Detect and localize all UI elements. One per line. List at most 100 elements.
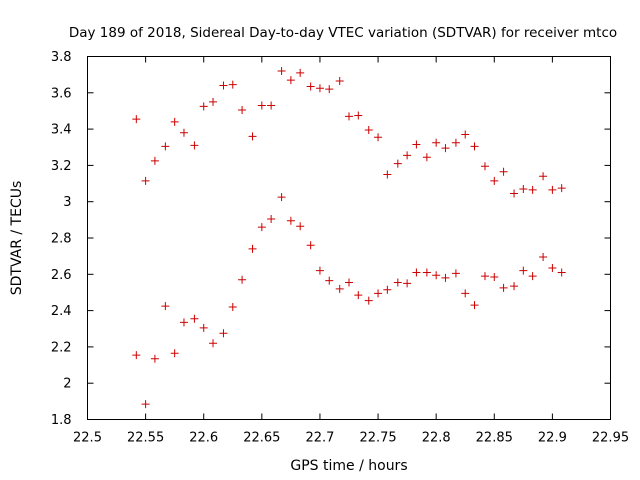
data-point <box>267 101 276 110</box>
data-point <box>393 278 402 287</box>
data-point <box>257 101 266 110</box>
data-point <box>219 81 228 90</box>
data-point <box>345 112 353 121</box>
data-point <box>277 67 286 76</box>
data-point <box>248 132 257 141</box>
data-point <box>499 167 508 176</box>
data-point <box>199 102 208 111</box>
data-point <box>364 126 373 135</box>
data-point <box>441 273 450 282</box>
x-tick-label: 22.6 <box>189 431 218 446</box>
data-point <box>219 329 228 338</box>
data-point <box>335 77 344 86</box>
y-tick-label: 1.8 <box>51 413 72 428</box>
y-tick-label: 3.2 <box>51 159 72 174</box>
data-point <box>499 283 508 292</box>
data-point <box>441 144 450 153</box>
data-point <box>296 222 305 231</box>
y-tick-label: 2 <box>63 377 71 392</box>
data-point <box>248 244 257 253</box>
data-point <box>354 291 363 300</box>
data-point <box>132 351 141 360</box>
data-point <box>325 276 334 285</box>
y-tick-label: 3.4 <box>51 123 72 138</box>
data-point <box>179 318 188 327</box>
data-point <box>277 193 286 202</box>
data-point <box>132 115 141 124</box>
data-point <box>199 323 208 332</box>
y-tick-label: 2.4 <box>51 304 72 319</box>
data-point <box>412 140 421 149</box>
x-axis-label: GPS time / hours <box>290 458 407 474</box>
data-point <box>490 273 499 282</box>
series-lower <box>132 193 566 409</box>
y-tick-label: 3.6 <box>51 86 72 101</box>
data-point <box>432 138 441 147</box>
data-point <box>470 301 479 310</box>
y-tick-label: 3.8 <box>51 50 72 65</box>
data-point <box>325 85 334 94</box>
data-point <box>383 285 392 294</box>
x-tick-label: 22.8 <box>422 431 451 446</box>
data-point <box>412 268 421 277</box>
data-point <box>539 172 548 181</box>
data-point <box>422 153 431 162</box>
x-tick-label: 22.5 <box>73 431 102 446</box>
data-point <box>150 156 159 165</box>
data-point <box>490 176 499 185</box>
data-point <box>519 184 528 193</box>
data-point <box>141 400 150 409</box>
y-tick-label: 3 <box>63 195 71 210</box>
data-point <box>228 302 237 311</box>
data-point <box>461 130 470 139</box>
data-point <box>170 349 179 358</box>
data-point <box>161 142 170 151</box>
data-point <box>403 151 412 160</box>
x-tick-label: 22.95 <box>592 431 629 446</box>
y-axis-label: SDTVAR / TECUs <box>9 181 25 296</box>
data-point <box>374 133 383 142</box>
data-point <box>374 289 383 298</box>
x-tick-label: 22.65 <box>243 431 280 446</box>
data-point <box>238 275 247 284</box>
data-point <box>315 266 324 275</box>
y-tick-label: 2.8 <box>51 232 72 247</box>
data-point <box>432 271 441 280</box>
data-markers <box>132 67 566 409</box>
data-point <box>306 82 315 91</box>
data-point <box>451 269 460 278</box>
data-point <box>393 159 402 168</box>
data-point <box>422 268 431 277</box>
data-point <box>557 184 566 193</box>
data-point <box>528 272 537 281</box>
data-point <box>141 176 150 185</box>
data-point <box>257 223 266 232</box>
data-point <box>286 76 295 85</box>
data-point <box>451 138 460 147</box>
data-point <box>179 128 188 137</box>
data-point <box>286 216 295 225</box>
data-point <box>267 214 276 223</box>
x-tick-label: 22.7 <box>305 431 334 446</box>
plot-frame <box>87 56 611 420</box>
data-point <box>354 111 363 120</box>
data-point <box>161 302 170 311</box>
y-tick-labels: 1.8 2 2.2 2.4 2.6 2.8 3 3.2 3.4 3.6 3.8 <box>51 50 72 428</box>
data-point <box>306 241 315 250</box>
x-tick-label: 22.75 <box>359 431 396 446</box>
data-point <box>510 282 519 291</box>
data-point <box>548 185 557 194</box>
data-point <box>403 279 412 288</box>
x-tick-label: 22.55 <box>127 431 164 446</box>
data-point <box>315 84 324 93</box>
data-point <box>470 142 479 151</box>
x-tick-label: 22.85 <box>476 431 513 446</box>
data-point <box>345 278 353 287</box>
y-tick-label: 2.6 <box>51 268 72 283</box>
data-point <box>150 354 159 363</box>
data-point <box>228 80 237 89</box>
data-point <box>528 185 537 194</box>
series-upper <box>132 67 566 198</box>
data-point <box>383 170 392 179</box>
y-tick-label: 2.2 <box>51 340 72 355</box>
